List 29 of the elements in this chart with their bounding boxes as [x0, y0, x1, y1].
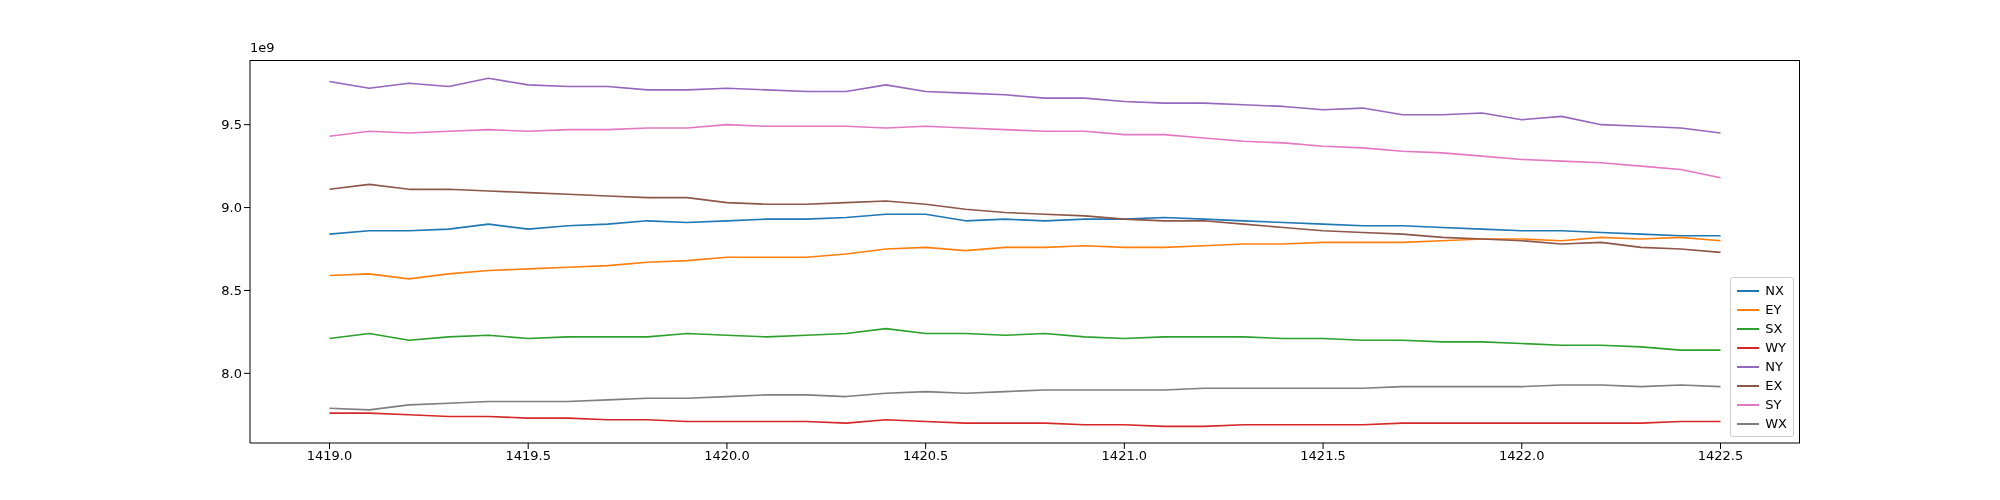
y-tick-label: 9.0 [221, 200, 242, 216]
x-tick-label: 1419.0 [306, 448, 353, 464]
line-series [328, 327, 1722, 351]
y-tick-label: 8.0 [221, 365, 242, 381]
legend-label: NY [1765, 358, 1783, 376]
x-tick-label: 1421.0 [1101, 448, 1148, 464]
legend-label: WY [1765, 339, 1787, 357]
text: 1e9 [250, 40, 275, 55]
line-series [328, 77, 1722, 134]
x-tick-label: 1422.5 [1697, 448, 1744, 464]
x-tick-label: 1421.5 [1300, 448, 1346, 464]
line-series [328, 236, 1722, 280]
legend-label: EY [1765, 301, 1782, 319]
legend-label: NX [1765, 282, 1784, 300]
legend-label: WX [1765, 415, 1787, 433]
line-series [328, 123, 1722, 179]
x-tick-label: 1420.0 [704, 448, 750, 464]
legend-label: SX [1765, 320, 1783, 338]
line-series [328, 213, 1722, 237]
x-tick-label: 1419.5 [505, 448, 551, 464]
legend-label: EX [1765, 377, 1783, 395]
x-tick-label: 1422.0 [1499, 448, 1545, 464]
y-tick-label: 9.5 [221, 117, 242, 133]
line-series [328, 412, 1722, 428]
y-tick-label: 8.5 [221, 283, 242, 299]
line-series [328, 183, 1722, 254]
legend-label: SY [1765, 396, 1782, 414]
x-tick-label: 1420.5 [902, 448, 949, 464]
line-series [328, 384, 1722, 411]
